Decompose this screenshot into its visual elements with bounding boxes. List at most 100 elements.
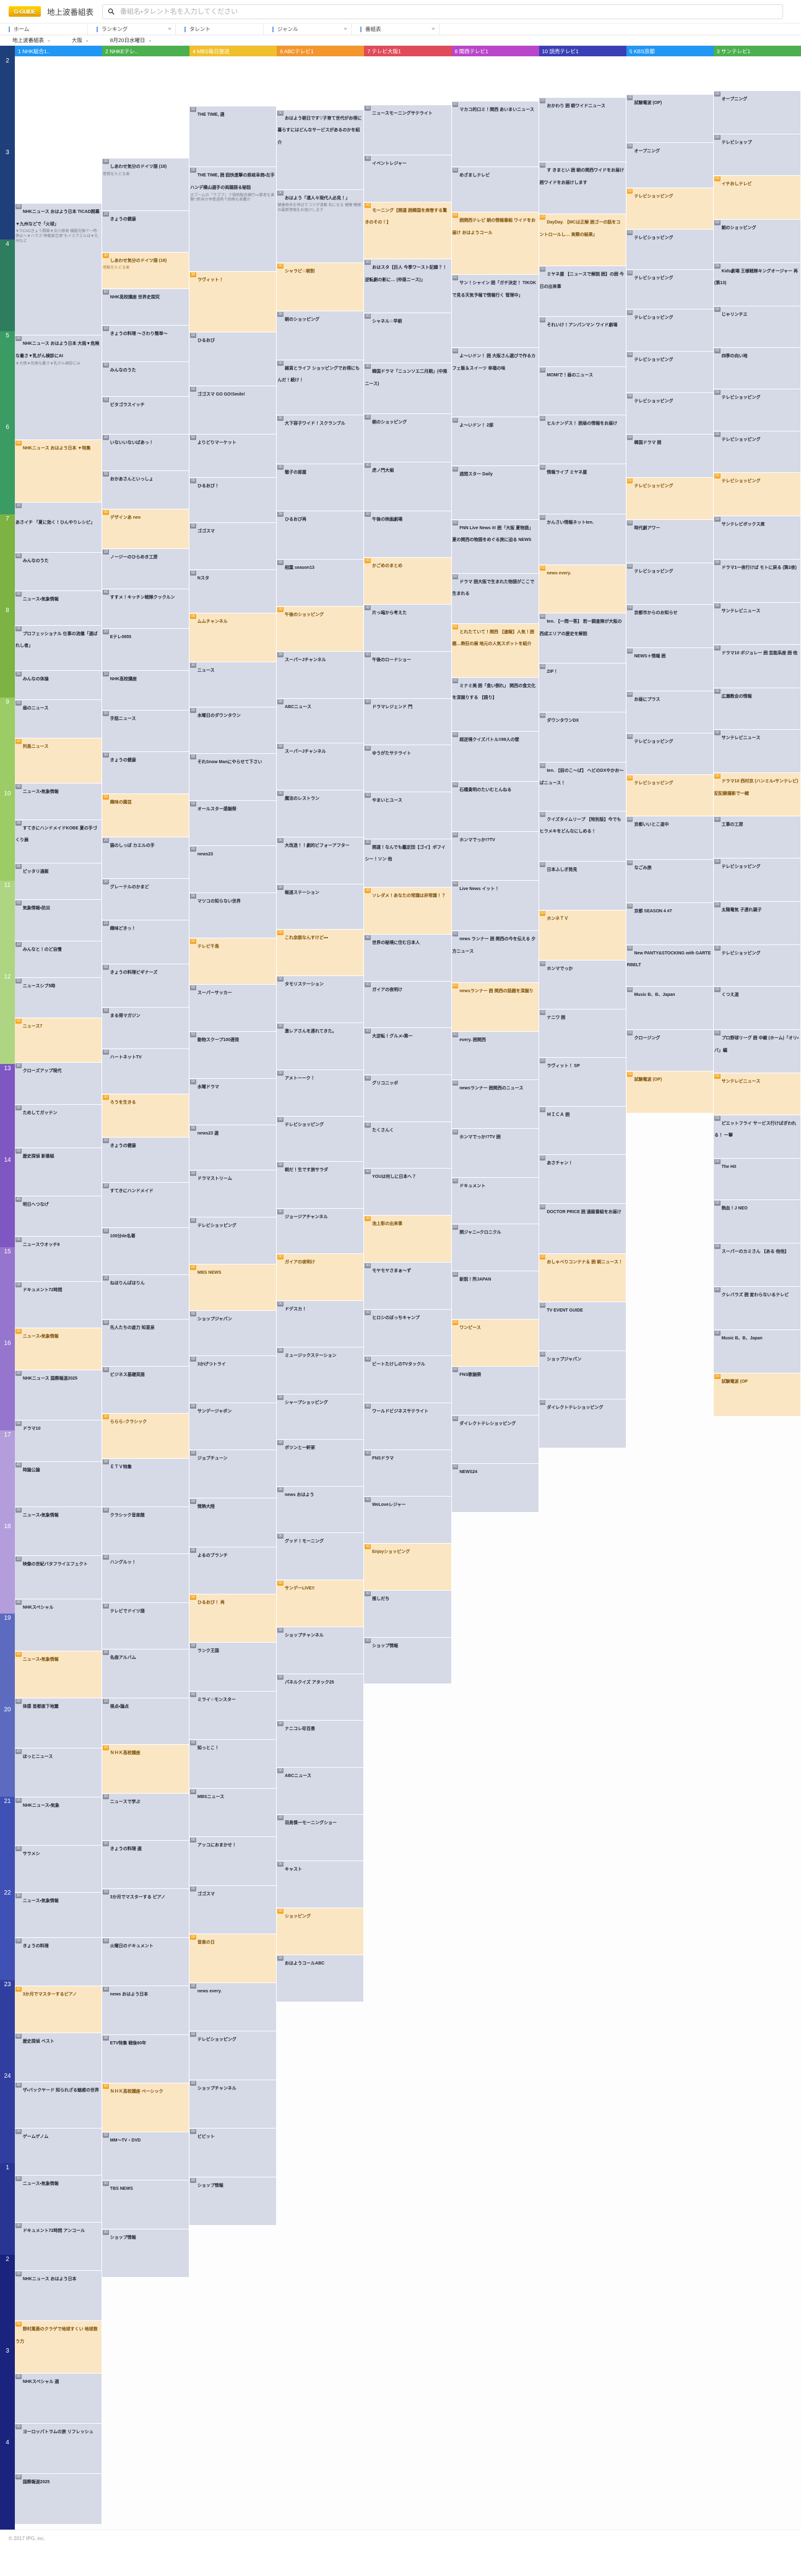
program-cell[interactable]: 00サン！シャイン 囲「ガチ決定！ TIKOKで見る天気予報で情報行く 管理中」 [451, 275, 539, 348]
program-cell[interactable]: 00手話ニュース [102, 711, 190, 753]
program-cell[interactable]: 00サンデージャポン [189, 1403, 277, 1450]
program-cell[interactable]: 00オープニング [713, 91, 801, 135]
program-cell[interactable]: 45時論公論 [15, 1462, 103, 1508]
program-cell[interactable]: 00体感 首都直下地震 [15, 1698, 103, 1749]
program-cell[interactable]: 00ショップ情報 [189, 2177, 277, 2226]
program-cell[interactable]: 00試験電波 (OP [713, 1373, 801, 1417]
program-cell[interactable]: 00MM～TV・DVD [102, 2132, 190, 2181]
program-cell[interactable]: 00週間スター Daily [451, 465, 539, 520]
program-cell[interactable]: 00工事の工房 [713, 816, 801, 858]
program-cell[interactable]: 10映像の世紀バタフライエフェクト [15, 1555, 103, 1599]
program-cell[interactable]: 00ゴゴスマ GO GO!Smile! [189, 386, 277, 435]
program-cell[interactable]: 00ラヴィット！ SP [539, 1058, 626, 1107]
program-cell[interactable]: 00しあわせ気分のドイツ語 (18) 感情をたどる表 [102, 158, 190, 211]
program-cell[interactable]: 00超逆境クイズバトル!!99人の壁 [451, 731, 539, 782]
program-cell[interactable]: 00NHKニュース おはよう日本 ▼特集 [15, 439, 103, 503]
program-cell[interactable]: 00スーパーJチャンネル [277, 743, 365, 791]
channel-header-2[interactable]: 2 NHKEテレ.. [102, 46, 190, 56]
program-cell[interactable]: 00ハングルッ！ [102, 1554, 190, 1603]
program-cell[interactable]: 00情熱大陸 [189, 1498, 277, 1547]
program-cell[interactable]: 00モーニング【開運 囲韓国を席巻する驚きのその！】 [364, 202, 452, 260]
nav-item-genre[interactable]: ジャンル [264, 24, 352, 35]
program-cell[interactable]: 45ほっとニュース [15, 1748, 103, 1797]
program-cell[interactable]: 55ピッタリ通販 [15, 863, 103, 900]
program-cell[interactable]: 00MBS NEWS [189, 1264, 277, 1312]
program-cell[interactable]: 00サンテレビニュース [713, 730, 801, 774]
program-cell[interactable]: 05すてきにハンドメイドKOBE 夏の手づくり展 [15, 819, 103, 863]
program-cell[interactable]: 00なごみ旅 [626, 860, 714, 904]
program-cell[interactable]: 00テレビショッピング [277, 1117, 365, 1162]
program-cell[interactable]: 00ドラマ10 ボジョレー 囲 芸能系座 囲 他 [713, 644, 801, 688]
program-cell[interactable]: 00池上彰の出来事 [364, 1216, 452, 1263]
program-cell[interactable]: 00たくさんく [364, 1122, 452, 1169]
program-cell[interactable]: 00とれたていて！関西 【速報】人気！囲題…熱狂の展 地元の人気スポットを紹介 [451, 623, 539, 678]
channel-header-4[interactable]: 4 MBS毎日放送 [189, 46, 277, 56]
program-cell[interactable]: 00テレビショッピング [189, 2031, 277, 2080]
program-cell[interactable]: 00テレビショッピング [626, 188, 714, 230]
program-cell[interactable]: 00Live News イット！ [451, 881, 539, 931]
channel-header-5[interactable]: 5 KBS京都 [626, 46, 714, 56]
program-cell[interactable]: 003か月でマスターする ピアノ [102, 1889, 190, 1938]
program-cell[interactable]: 00ドラマ 囲大阪で生まれた物語がここで生まれる [451, 573, 539, 624]
program-cell[interactable]: 00every. 囲関西 [451, 1031, 539, 1081]
program-cell[interactable]: 00タモリステーション [277, 976, 365, 1023]
program-cell[interactable]: 00京都いいとこ道中 [626, 816, 714, 860]
program-cell[interactable]: 00WeLoveレジャー [364, 1497, 452, 1544]
program-cell[interactable]: 00報道ステーション [277, 884, 365, 930]
nav-item-schedule[interactable]: 番組表 [352, 24, 439, 35]
program-cell[interactable]: 00めざましテレビ [451, 167, 539, 213]
program-cell[interactable]: 00ホンネＴＶ [539, 910, 626, 961]
program-cell[interactable]: 00New PANTY&STOCKING with GARTERBELT [626, 944, 714, 987]
program-cell[interactable]: 00知っとこ！ [189, 1740, 277, 1789]
program-cell[interactable]: 00これ余談なんすけど・・・ [277, 929, 365, 977]
program-cell[interactable]: 00京都 SEASON 4 #7 [626, 903, 714, 945]
program-cell[interactable]: 00THE TIME, 選 [189, 106, 277, 168]
program-cell[interactable]: 00NHKスペシャル [15, 1599, 103, 1652]
program-cell[interactable]: 00テレビショッピング [626, 774, 714, 817]
program-cell[interactable]: 00デザインあ neo [102, 509, 190, 550]
program-cell[interactable]: 00ショッピング [277, 1908, 365, 1955]
program-cell[interactable]: 30ニュース・気象情報 [15, 1892, 103, 1938]
program-cell[interactable]: 00サンテレビニュース [713, 1073, 801, 1115]
program-cell[interactable]: 00お昼にプラス [626, 691, 714, 733]
program-cell[interactable]: 00広瀬教会の情報 [713, 688, 801, 730]
program-cell[interactable]: 00関ジャニ∞クロニクル [451, 1224, 539, 1271]
program-cell[interactable]: 00それSnow Manにやらせて下さい [189, 754, 277, 801]
program-cell[interactable]: 00ドキュメント72時間 [15, 1281, 103, 1329]
program-cell[interactable]: 00NHKニュース おはよう日本 [15, 2271, 103, 2322]
program-cell[interactable]: 403か月でマスターするピアノ [15, 1986, 103, 2033]
program-cell[interactable]: 10視点・論点 [102, 1698, 190, 1745]
program-cell[interactable]: 00ガイアの夜明け [277, 1253, 365, 1301]
program-cell[interactable]: 00ＮＨＫ高校講座 [102, 1745, 190, 1794]
program-cell[interactable]: 00水曜日のダウンタウン [189, 707, 277, 754]
program-cell[interactable]: 00NHKスペシャル 選 [15, 2373, 103, 2424]
program-cell[interactable]: 00Eテレ0655 [102, 629, 190, 671]
program-cell[interactable]: 00ホンマでっか [539, 960, 626, 1009]
program-cell[interactable]: 00ヨーロッパトラムの旅 リフレッシュ [15, 2423, 103, 2474]
program-cell[interactable]: 00ETV特集 戦後80年 [102, 2034, 190, 2084]
program-cell[interactable]: 00ＭＩＣＡ 囲 [539, 1106, 626, 1156]
channel-header-6[interactable]: 6 ABCテレビ1 [277, 46, 365, 56]
program-cell[interactable]: 00ミヤネ屋 【ニュースで解説 囲】の囲 今日の出来事 [539, 266, 626, 317]
program-cell[interactable]: 00ソレダメ！あなたの常識は非常識！？ [364, 888, 452, 935]
program-cell[interactable]: 00YOUは何しに日本へ？ [364, 1169, 452, 1216]
program-cell[interactable]: 00おはようコールABC [277, 1955, 365, 2002]
program-cell[interactable]: 00ドキュメント [451, 1177, 539, 1225]
program-cell[interactable]: 00FNSドラマ [364, 1450, 452, 1497]
program-cell[interactable]: 00ゲームゲノム [15, 2129, 103, 2176]
program-cell[interactable]: 00日本ふしぎ発見 [539, 862, 626, 910]
program-cell[interactable]: 00よ～いドン！ 2部 [451, 417, 539, 466]
program-cell[interactable]: 00ゆうがたサテライト [364, 745, 452, 792]
program-cell[interactable]: 00ショップチャンネル [189, 2080, 277, 2129]
program-cell[interactable]: 00熱血！J NEO [713, 1199, 801, 1244]
program-cell[interactable]: 00newsランナー 囲関西のニュース [451, 1080, 539, 1129]
program-cell[interactable]: 30すてきにハンドメイド [102, 1182, 190, 1228]
program-cell[interactable]: 00ZIP！ [539, 663, 626, 712]
program-cell[interactable]: 00午後の映画劇場 [364, 511, 452, 558]
program-cell[interactable]: 00news23 [189, 845, 277, 893]
program-cell[interactable]: 00石橋貴明のたいむとんねる [451, 782, 539, 832]
program-cell[interactable]: 00試験電波 (OP) [626, 1071, 714, 1113]
program-cell[interactable]: 00ニュース7 [15, 1018, 103, 1063]
program-cell[interactable]: 00グリコニッポ [364, 1075, 452, 1122]
program-cell[interactable]: 00ドデスカ！ [277, 1300, 365, 1348]
